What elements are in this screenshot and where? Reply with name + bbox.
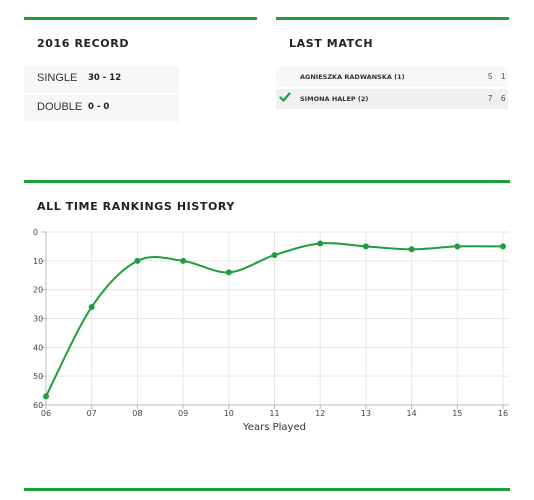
x-tick-label: 16 <box>498 409 508 418</box>
x-tick-label: 07 <box>87 409 97 418</box>
y-tick-label: 60 <box>33 401 43 410</box>
y-tick-label: 10 <box>33 257 43 266</box>
record-value: 30 - 12 <box>88 73 122 83</box>
record-value: 0 - 0 <box>88 102 110 112</box>
player-name: SIMONA HALEP (2) <box>300 95 369 103</box>
record-label: SINGLE <box>37 72 78 84</box>
x-tick-label: 12 <box>315 409 325 418</box>
x-tick-label: 13 <box>361 409 371 418</box>
ranking-point[interactable] <box>134 257 141 264</box>
ranking-line <box>45 242 504 397</box>
ranking-point[interactable] <box>88 303 95 310</box>
chart-series <box>45 242 504 397</box>
ranking-point[interactable] <box>362 243 369 250</box>
x-tick-label: 14 <box>407 409 417 418</box>
y-tick-label: 50 <box>33 372 43 381</box>
match-row-player-1: AGNIESZKA RADWANSKA (1) 5 1 <box>276 67 508 87</box>
record-card-top-border <box>24 17 257 20</box>
last-match-card-top-border <box>276 17 509 20</box>
record-label: DOUBLE <box>37 101 83 113</box>
ranking-point[interactable] <box>225 269 232 276</box>
ranking-point[interactable] <box>408 246 415 253</box>
x-tick-label: 06 <box>41 409 51 418</box>
x-tick-label: 08 <box>132 409 142 418</box>
ranking-point[interactable] <box>454 243 461 250</box>
ranking-point[interactable] <box>317 240 324 247</box>
set-score: 6 <box>501 94 506 103</box>
record-row-single: SINGLE 30 - 12 <box>24 66 179 93</box>
x-tick-label: 11 <box>269 409 279 418</box>
set-score: 5 <box>488 72 493 81</box>
record-title: 2016 RECORD <box>37 37 130 50</box>
chart-points <box>43 240 506 400</box>
bottom-card-top-border <box>24 488 510 491</box>
ranking-point[interactable] <box>43 393 49 400</box>
y-tick-label: 30 <box>33 315 43 324</box>
match-row-player-2: SIMONA HALEP (2) 7 6 <box>276 89 508 109</box>
player-name: AGNIESZKA RADWANSKA (1) <box>300 73 405 81</box>
set-score: 7 <box>488 94 493 103</box>
chart-grid <box>45 231 509 406</box>
y-tick-label: 40 <box>33 343 43 352</box>
record-row-double: DOUBLE 0 - 0 <box>24 95 179 122</box>
ranking-point[interactable] <box>271 252 278 259</box>
y-tick-label: 20 <box>33 286 43 295</box>
chart-axes <box>41 231 509 409</box>
check-icon <box>279 92 291 102</box>
rankings-card-top-border <box>24 180 510 183</box>
set-score: 1 <box>501 72 506 81</box>
rankings-title: ALL TIME RANKINGS HISTORY <box>37 200 235 213</box>
y-tick-label: 0 <box>33 228 38 237</box>
ranking-point[interactable] <box>500 243 506 250</box>
x-tick-label: 15 <box>452 409 462 418</box>
ranking-point[interactable] <box>180 257 187 264</box>
x-axis-title: Years Played <box>242 422 306 433</box>
x-tick-label: 10 <box>224 409 234 418</box>
x-tick-label: 09 <box>178 409 188 418</box>
last-match-title: LAST MATCH <box>289 37 374 50</box>
